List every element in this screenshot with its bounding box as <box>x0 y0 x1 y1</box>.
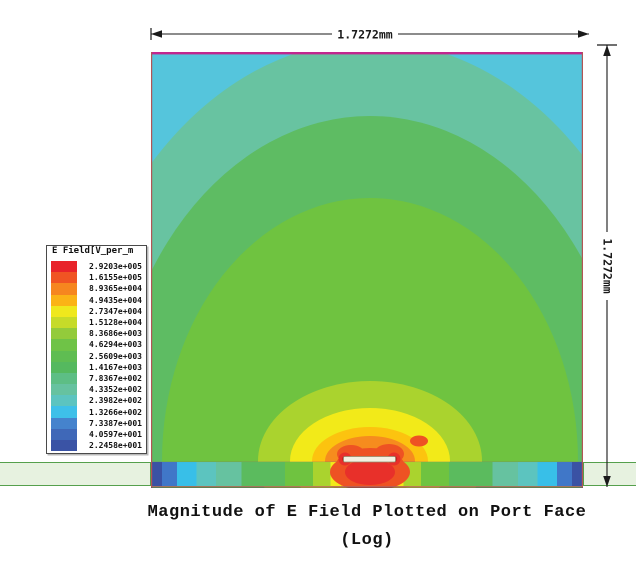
legend-value: 4.0597e+001 <box>89 429 142 439</box>
legend-color-swatch <box>51 294 77 306</box>
plot-border-top <box>151 52 583 55</box>
legend-value: 1.5128e+004 <box>89 318 142 328</box>
legend-color-swatch <box>51 384 77 396</box>
legend-color-swatch <box>51 339 77 351</box>
width-dimension-label: 1.7272mm <box>337 28 392 42</box>
legend-row: 2.7347e+004 <box>51 305 146 317</box>
arrowhead-right-icon <box>578 30 589 38</box>
legend-row: 8.3686e+003 <box>51 328 146 340</box>
legend-rows: 2.9203e+005 1.6155e+005 8.9365e+004 4.9435e… <box>51 261 146 452</box>
substrate-stub-left <box>0 462 151 486</box>
legend-value: 2.2458e+001 <box>89 441 142 451</box>
colorbar-legend: E Field[V_per_m 2.9203e+005 1.6155e+005 8.… <box>46 245 147 454</box>
legend-row: 2.2458e+001 <box>51 440 146 452</box>
legend-value: 4.6294e+003 <box>89 340 142 350</box>
legend-color-swatch <box>51 440 77 452</box>
legend-value: 4.3352e+002 <box>89 385 142 395</box>
plot-border-right <box>581 52 583 488</box>
legend-value: 1.6155e+005 <box>89 273 142 283</box>
height-dimension-label: 1.7272mm <box>601 238 615 293</box>
legend-color-swatch <box>51 395 77 407</box>
arrowhead-left-icon <box>151 30 162 38</box>
legend-row: 1.4167e+003 <box>51 361 146 373</box>
legend-color-swatch <box>51 428 77 440</box>
dimension-label-backing <box>600 232 615 300</box>
legend-row: 4.9435e+004 <box>51 294 146 306</box>
legend-value: 2.7347e+004 <box>89 306 142 316</box>
legend-color-swatch <box>51 272 77 284</box>
arrowhead-down-icon <box>603 476 611 487</box>
legend-row: 2.3982e+002 <box>51 395 146 407</box>
legend-row: 4.0597e+001 <box>51 428 146 440</box>
legend-value: 2.5609e+003 <box>89 351 142 361</box>
legend-value: 2.9203e+005 <box>89 262 142 272</box>
plot-border-bottom <box>151 486 583 488</box>
legend-value: 8.3686e+003 <box>89 329 142 339</box>
legend-color-swatch <box>51 316 77 329</box>
legend-value: 7.8367e+002 <box>89 373 142 383</box>
legend-color-swatch <box>51 328 77 340</box>
legend-color-swatch <box>51 361 77 373</box>
substrate-stub-right <box>583 462 636 486</box>
dimension-label-backing <box>332 26 398 43</box>
caption-scale: (Log) <box>340 531 394 550</box>
legend-color-swatch <box>51 417 77 429</box>
legend-value: 7.3387e+001 <box>89 418 142 428</box>
legend-color-swatch <box>51 350 77 362</box>
contour-bands <box>151 52 583 488</box>
width-dimension: 1.7272mm <box>150 26 589 43</box>
caption-title: Magnitude of E Field Plotted on Port Fac… <box>147 503 587 522</box>
legend-color-swatch <box>51 283 77 295</box>
legend-row: 2.9203e+005 <box>51 261 146 273</box>
legend-row: 1.6155e+005 <box>51 272 146 284</box>
legend-row: 4.3352e+002 <box>51 384 146 396</box>
legend-title: E Field[V_per_m <box>52 246 134 256</box>
field-contour-plot <box>151 52 583 488</box>
contour-plot-svg <box>151 52 583 488</box>
legend-value: 4.9435e+004 <box>89 295 142 305</box>
legend-row: 7.8367e+002 <box>51 372 146 385</box>
microstrip-conductor <box>343 456 396 463</box>
legend-row: 8.9365e+004 <box>51 283 146 295</box>
legend-row: 7.3387e+001 <box>51 417 146 429</box>
legend-value: 2.3982e+002 <box>89 396 142 406</box>
legend-row: 1.3266e+002 <box>51 406 146 418</box>
legend-row: 4.6294e+003 <box>51 339 146 351</box>
legend-value: 1.4167e+003 <box>89 362 142 372</box>
legend-color-swatch <box>51 406 77 418</box>
legend-color-swatch <box>51 261 77 273</box>
figure-caption: Magnitude of E Field Plotted on Port Fac… <box>99 503 635 550</box>
legend-row: 2.5609e+003 <box>51 350 146 362</box>
height-dimension-label-group: 1.7272mm <box>600 232 615 300</box>
arrowhead-up-icon <box>603 45 611 56</box>
plot-border-left <box>151 52 153 488</box>
legend-color-swatch <box>51 305 77 317</box>
legend-value: 1.3266e+002 <box>89 407 142 417</box>
height-dimension: 1.7272mm <box>597 44 617 487</box>
legend-row: 1.5128e+004 <box>51 316 146 329</box>
legend-value: 8.9365e+004 <box>89 284 142 294</box>
plot-border-bottom-shadow <box>151 487 583 488</box>
legend-color-swatch <box>51 372 77 385</box>
